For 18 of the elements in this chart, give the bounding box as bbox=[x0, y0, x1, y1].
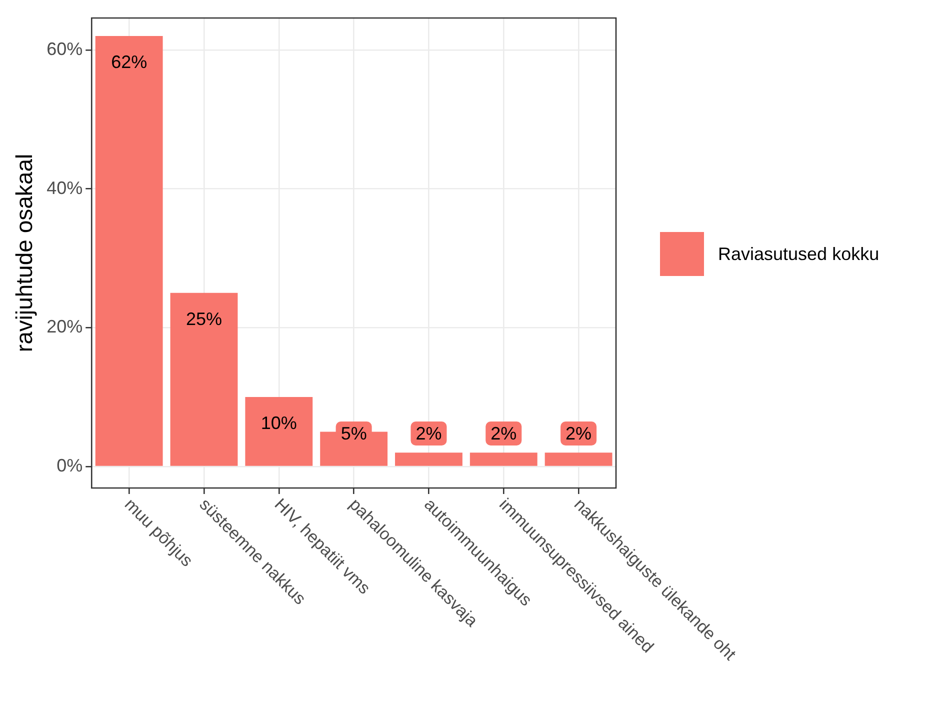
data-label: 10% bbox=[260, 413, 297, 434]
y-tick-label: 40% bbox=[46, 178, 83, 198]
data-label: 2% bbox=[416, 423, 442, 444]
bar bbox=[170, 292, 238, 466]
data-label: 2% bbox=[566, 423, 592, 444]
data-label: 62% bbox=[111, 52, 148, 72]
y-axis-title: ravijuhtude osakaal bbox=[11, 154, 38, 352]
data-label: 2% bbox=[490, 423, 517, 444]
bar bbox=[544, 452, 612, 466]
y-tick-label: 60% bbox=[46, 38, 83, 59]
y-tick-label: 0% bbox=[56, 455, 83, 476]
bar bbox=[470, 452, 538, 466]
bar bbox=[395, 452, 462, 466]
data-label: 25% bbox=[186, 308, 222, 329]
bar bbox=[95, 36, 163, 466]
text: Raviasutused kokku bbox=[718, 244, 880, 264]
y-tick-label: 20% bbox=[46, 316, 83, 337]
data-label: 5% bbox=[340, 423, 367, 444]
